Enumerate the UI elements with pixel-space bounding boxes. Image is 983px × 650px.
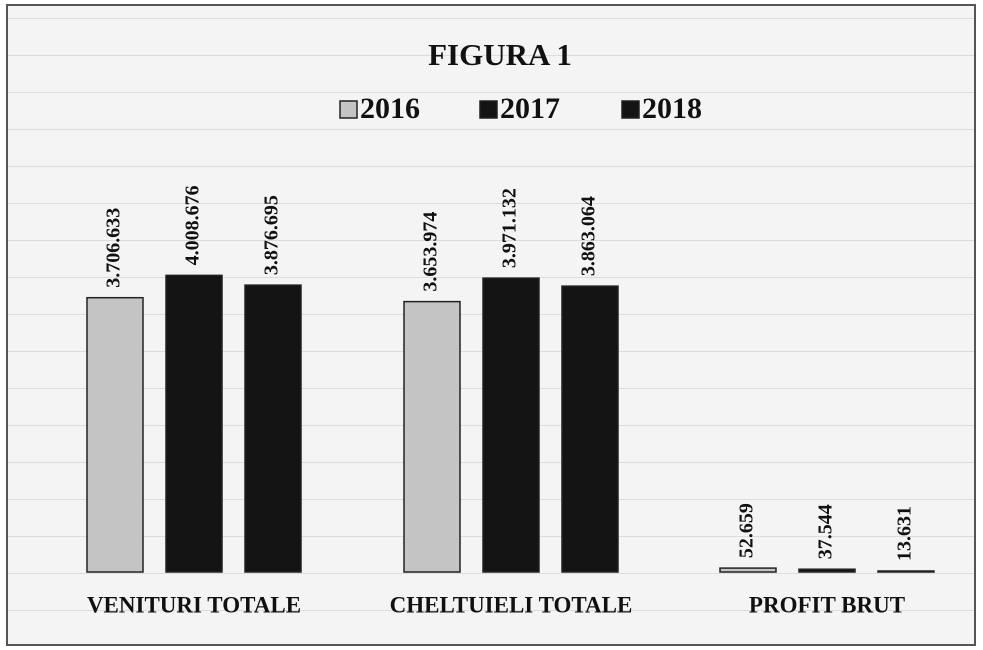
data-label: 37.544 — [815, 504, 837, 559]
data-label: 3.876.695 — [261, 195, 283, 275]
x-tick-label: VENITURI TOTALE — [87, 592, 301, 617]
legend-swatch — [621, 100, 640, 119]
legend-swatch — [339, 100, 358, 119]
data-label: 3.971.132 — [499, 188, 521, 268]
bar — [561, 285, 619, 573]
bar — [798, 568, 856, 573]
data-label: 3.706.633 — [103, 208, 125, 288]
data-label: 4.008.676 — [182, 185, 204, 265]
legend-label: 2018 — [642, 92, 702, 125]
data-label: 13.631 — [894, 506, 916, 561]
legend-label: 2017 — [500, 92, 560, 125]
bar — [403, 300, 461, 573]
data-label: 3.863.064 — [578, 196, 600, 276]
bar — [877, 570, 935, 573]
bar — [244, 284, 302, 573]
x-tick-label: CHELTUIELI TOTALE — [390, 592, 633, 617]
data-label: 52.659 — [736, 503, 758, 558]
x-tick-label: PROFIT BRUT — [749, 592, 905, 617]
bar — [719, 567, 777, 573]
legend-swatch — [479, 100, 498, 119]
data-label: 3.653.974 — [420, 212, 442, 292]
bar — [482, 277, 540, 573]
legend-label: 2016 — [360, 92, 420, 125]
chart-title: FIGURA 1 — [428, 37, 572, 72]
bar — [86, 296, 144, 573]
bar — [165, 274, 223, 573]
